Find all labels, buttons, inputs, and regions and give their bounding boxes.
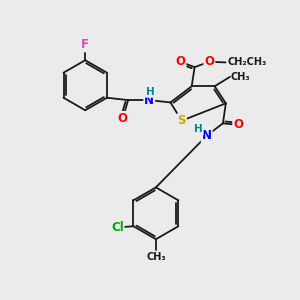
- Text: O: O: [118, 112, 128, 125]
- Text: CH₂CH₃: CH₂CH₃: [227, 57, 266, 67]
- Text: F: F: [81, 38, 89, 51]
- Text: CH₃: CH₃: [231, 72, 250, 82]
- Text: O: O: [176, 55, 185, 68]
- Text: H: H: [194, 124, 203, 134]
- Text: S: S: [177, 114, 186, 127]
- Text: N: N: [144, 94, 154, 106]
- Text: O: O: [204, 55, 214, 68]
- Text: N: N: [202, 129, 212, 142]
- Text: CH₃: CH₃: [146, 253, 166, 262]
- Text: H: H: [146, 87, 154, 97]
- Text: O: O: [233, 118, 243, 131]
- Text: Cl: Cl: [111, 221, 124, 234]
